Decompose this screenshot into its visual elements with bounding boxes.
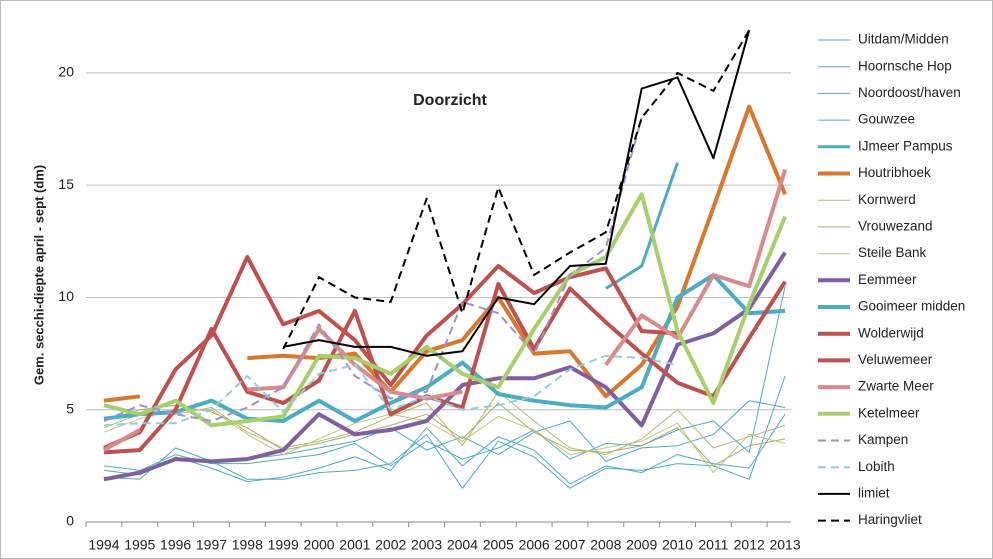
series-line — [103, 402, 786, 467]
legend-label: IJmeer Pampus — [858, 138, 953, 153]
legend-label: Haringvliet — [858, 512, 922, 527]
legend-label: Wolderwijd — [858, 325, 924, 340]
series-line — [103, 255, 678, 450]
series-line — [282, 29, 751, 350]
x-tick-label: 2008 — [590, 537, 621, 553]
x-tick-label: 2003 — [411, 537, 442, 553]
x-tick-label: 1997 — [196, 537, 227, 553]
x-tick-label: 1995 — [124, 537, 155, 553]
y-tick-label: 20 — [58, 64, 74, 80]
series-line — [103, 354, 678, 427]
x-tick-label: 2001 — [339, 537, 370, 553]
series-line — [247, 400, 786, 462]
series-line — [103, 409, 786, 474]
series-line — [103, 280, 787, 455]
series-line — [103, 117, 643, 422]
series-line — [103, 375, 786, 489]
x-tick-label: 1996 — [160, 537, 191, 553]
legend-label: Kornwerd — [858, 192, 916, 207]
legend-label: Steile Bank — [858, 245, 927, 260]
series-line — [103, 286, 786, 471]
y-tick-label: 15 — [58, 176, 74, 192]
y-tick-label: 10 — [58, 288, 74, 304]
x-tick-label: 1999 — [268, 537, 299, 553]
legend-label: Lobith — [858, 459, 895, 474]
series-line — [605, 162, 679, 290]
x-tick-label: 2000 — [303, 537, 334, 553]
legend-label: Houtribhoek — [858, 165, 931, 180]
y-tick-label: 0 — [66, 513, 74, 529]
series-line — [103, 413, 786, 485]
x-tick-label: 2013 — [769, 537, 800, 553]
y-tick-label: 5 — [66, 400, 74, 416]
legend-label: Veluwemeer — [858, 352, 933, 367]
x-tick-label: 2002 — [375, 537, 406, 553]
x-tick-label: 1994 — [88, 537, 119, 553]
x-tick-label: 2009 — [626, 537, 657, 553]
legend-label: Vrouwezand — [858, 218, 933, 233]
x-tick-label: 2011 — [698, 537, 728, 553]
legend-label: Gooimeer midden — [858, 299, 965, 314]
x-tick-label: 1998 — [232, 537, 263, 553]
legend-label: Kampen — [858, 432, 908, 447]
series-line — [103, 391, 786, 456]
x-tick-label: 2004 — [447, 537, 478, 553]
chart-title: Doorzicht — [413, 92, 487, 109]
legend-label: Ketelmeer — [858, 405, 920, 420]
x-tick-label: 2005 — [483, 537, 514, 553]
x-tick-label: 2012 — [734, 537, 765, 553]
legend-label: Eemmeer — [858, 272, 917, 287]
x-tick-label: 2007 — [554, 537, 585, 553]
legend-label: Hoornsche Hop — [858, 58, 952, 73]
legend-label: limiet — [858, 485, 890, 500]
legend-label: Noordoost/haven — [858, 85, 961, 100]
series-line — [103, 192, 787, 428]
x-tick-label: 2006 — [519, 537, 550, 553]
x-tick-label: 2010 — [662, 537, 693, 553]
legend-label: Zwarte Meer — [858, 379, 934, 394]
y-axis-label: Gem. secchi-diepte april - sept (dm) — [31, 165, 46, 385]
legend-label: Gouwzee — [858, 112, 915, 127]
legend-label: Uitdam/Midden — [858, 32, 949, 47]
